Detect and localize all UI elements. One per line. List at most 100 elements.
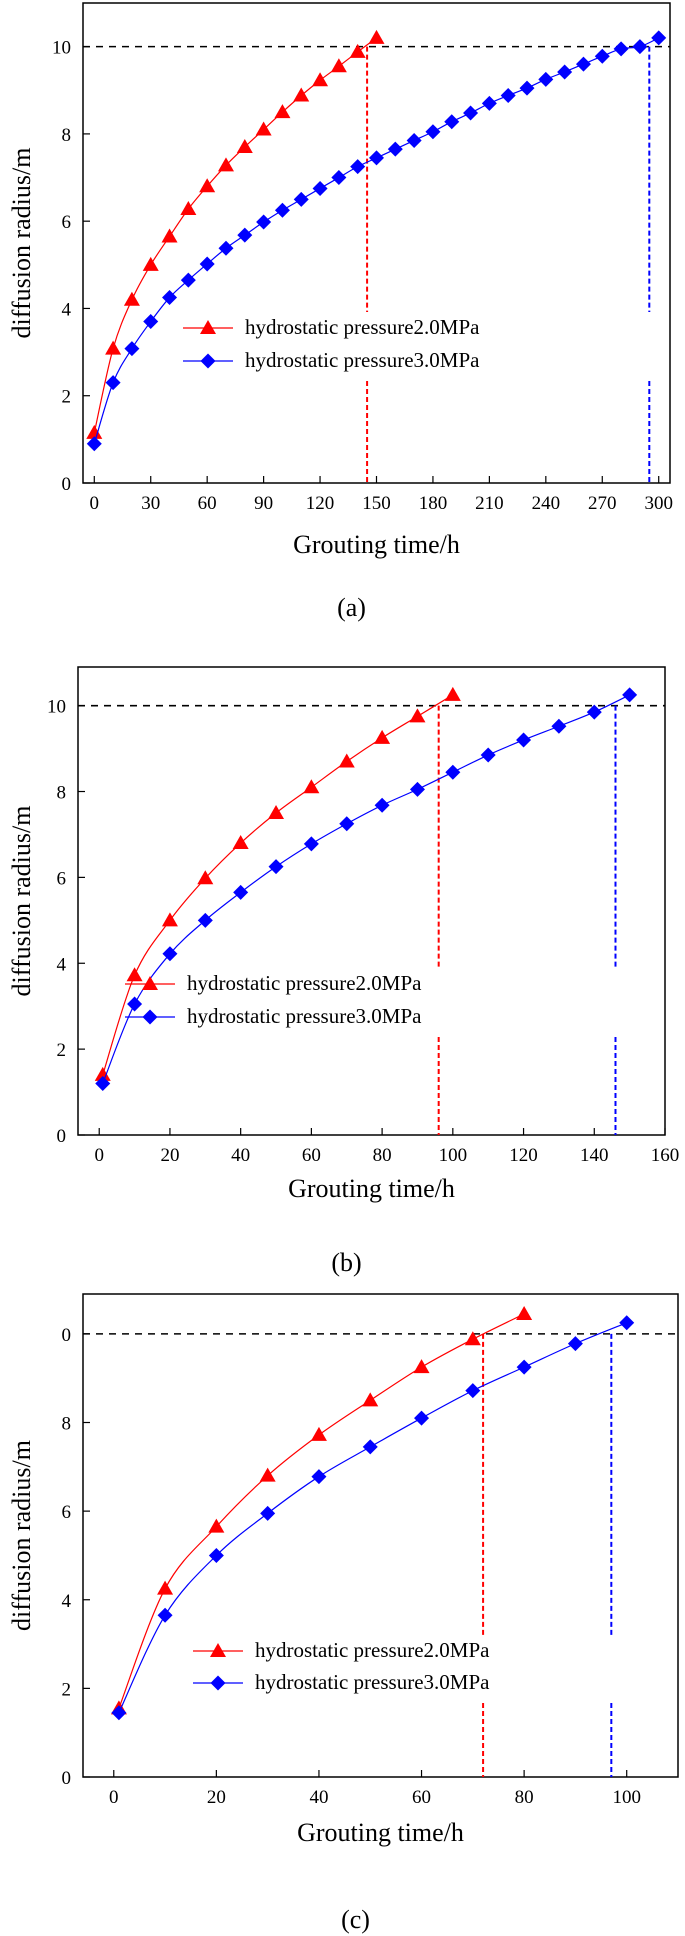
y-tick-label: 8 — [57, 783, 67, 804]
data-point-diamond — [586, 704, 602, 720]
y-tick-label: 4 — [62, 1591, 72, 1612]
x-tick-label: 90 — [254, 493, 273, 514]
plot-frame — [77, 666, 666, 1136]
data-point-diamond — [268, 859, 284, 875]
data-point-diamond — [127, 996, 143, 1012]
data-point-diamond — [208, 1547, 224, 1563]
data-point-triangle — [197, 870, 214, 885]
data-point-triangle — [312, 72, 329, 87]
x-tick-label: 150 — [362, 493, 391, 514]
y-tick-label: 8 — [62, 125, 72, 146]
y-tick-label: 2 — [62, 1679, 72, 1700]
data-point-diamond — [575, 56, 591, 72]
data-point-triangle — [126, 967, 143, 982]
data-point-triangle — [464, 1331, 481, 1346]
data-point-diamond — [557, 64, 573, 80]
data-point-triangle — [293, 87, 310, 102]
data-point-diamond — [374, 797, 390, 813]
x-tick-label: 0 — [109, 1787, 119, 1808]
data-point-triangle — [259, 1467, 276, 1482]
y-tick-label: 4 — [62, 299, 72, 320]
series-line — [102, 694, 630, 1084]
x-tick-label: 140 — [580, 1145, 609, 1166]
data-point-triangle — [94, 1066, 111, 1081]
data-point-diamond — [331, 170, 347, 186]
data-point-diamond — [312, 180, 328, 196]
y-tick-label: 6 — [57, 868, 67, 889]
data-point-triangle — [208, 1518, 225, 1533]
panel-label: (b) — [331, 1248, 361, 1277]
data-point-diamond — [111, 1705, 127, 1721]
data-point-triangle — [274, 104, 291, 119]
legend-marker-diamond — [200, 353, 216, 369]
data-point-triangle — [409, 708, 426, 723]
x-axis-label: Grouting time/h — [297, 1818, 464, 1847]
x-tick-label: 300 — [644, 493, 673, 514]
data-point-triangle — [303, 779, 320, 794]
data-point-triangle — [161, 912, 178, 927]
x-tick-label: 80 — [373, 1145, 392, 1166]
data-point-triangle — [161, 228, 178, 243]
data-point-diamond — [362, 1439, 378, 1455]
x-tick-label: 120 — [509, 1145, 538, 1166]
data-point-diamond — [622, 687, 638, 703]
data-point-diamond — [162, 946, 178, 962]
x-tick-label: 20 — [207, 1787, 226, 1808]
y-tick-label: 2 — [57, 1040, 67, 1061]
plot-frame — [82, 1293, 679, 1778]
data-point-diamond — [233, 884, 249, 900]
legend-entry: hydrostatic pressure2.0MPa — [187, 971, 422, 995]
legend-entry: hydrostatic pressure2.0MPa — [255, 1638, 490, 1662]
x-tick-label: 0 — [90, 493, 100, 514]
x-tick-label: 160 — [651, 1145, 680, 1166]
data-point-diamond — [86, 436, 102, 452]
series-pressure-3mpa — [95, 687, 638, 1091]
data-point-diamond — [124, 341, 140, 357]
legend: hydrostatic pressure2.0MPa hydrostatic pr… — [193, 1638, 490, 1694]
y-axis-label: diffusion radius/m — [7, 148, 36, 339]
data-point-diamond — [162, 290, 178, 306]
data-point-triangle — [338, 753, 355, 768]
data-point-triangle — [199, 178, 216, 193]
data-point-triangle — [157, 1580, 174, 1595]
data-point-diamond — [369, 150, 384, 166]
x-axis-label: Grouting time/h — [293, 530, 460, 559]
data-point-diamond — [260, 1505, 276, 1521]
data-point-triangle — [362, 1392, 379, 1407]
series-pressure-2mpa — [86, 29, 385, 439]
series-pressure-2mpa — [94, 686, 461, 1081]
x-tick-label: 40 — [309, 1787, 328, 1808]
data-point-triangle — [86, 424, 103, 439]
data-point-diamond — [406, 132, 422, 148]
data-point-triangle — [105, 340, 122, 355]
data-point-diamond — [632, 39, 648, 55]
x-tick-label: 60 — [198, 493, 217, 514]
x-axis-label: Grouting time/h — [288, 1174, 455, 1203]
x-tick-label: 180 — [419, 493, 448, 514]
x-tick-label: 120 — [306, 493, 335, 514]
data-point-triangle — [413, 1359, 430, 1374]
y-tick-label: 10 — [52, 38, 71, 59]
data-point-triangle — [516, 1305, 533, 1320]
y-tick-label: 0 — [62, 1325, 72, 1346]
legend-entry: hydrostatic pressure3.0MPa — [255, 1670, 490, 1694]
data-point-diamond — [218, 240, 234, 256]
x-tick-label: 100 — [439, 1145, 468, 1166]
data-point-diamond — [197, 912, 213, 928]
data-point-diamond — [95, 1075, 111, 1091]
data-point-triangle — [180, 200, 197, 215]
legend-entry: hydrostatic pressure3.0MPa — [245, 348, 480, 372]
y-tick-label: 6 — [62, 1502, 72, 1523]
x-tick-label: 0 — [94, 1145, 104, 1166]
x-tick-label: 60 — [302, 1145, 321, 1166]
x-tick-label: 240 — [532, 493, 561, 514]
panel-label: (a) — [337, 593, 366, 622]
legend: hydrostatic pressure2.0MPa hydrostatic pr… — [183, 315, 480, 372]
data-point-diamond — [519, 80, 535, 96]
x-tick-label: 30 — [141, 493, 160, 514]
data-point-triangle — [330, 58, 347, 73]
y-tick-label: 0 — [62, 474, 72, 495]
legend: hydrostatic pressure2.0MPa hydrostatic pr… — [125, 971, 422, 1028]
